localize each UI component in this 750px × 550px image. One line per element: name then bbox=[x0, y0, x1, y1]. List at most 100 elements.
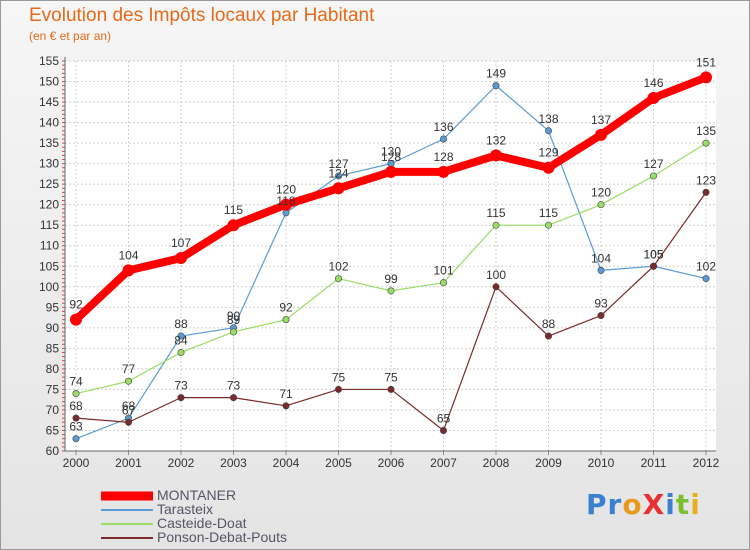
x-tick-label: 2003 bbox=[220, 456, 247, 470]
data-point-ponson-debat-pouts bbox=[72, 414, 80, 422]
data-label-casteide-doat: 101 bbox=[433, 264, 453, 278]
y-tick-label: 140 bbox=[39, 116, 59, 130]
axis-layer: 60 65 70 75 80 85 90 95 100 105 110 115 120 125 130 135… bbox=[39, 54, 720, 470]
legend-swatch-ponson-debat-pouts bbox=[101, 537, 153, 539]
y-tick-label: 95 bbox=[46, 300, 60, 314]
data-point-montaner bbox=[227, 219, 240, 232]
data-point-tarasteix bbox=[597, 266, 605, 274]
data-label-tarasteix: 138 bbox=[538, 112, 558, 126]
data-label-casteide-doat: 89 bbox=[227, 313, 241, 327]
legend-item-ponson-debat-pouts[interactable]: Ponson-Debat-Pouts bbox=[101, 529, 401, 546]
data-point-casteide-doat bbox=[125, 377, 133, 385]
y-tick-label: 115 bbox=[40, 218, 59, 232]
x-tick-label: 2004 bbox=[273, 456, 300, 470]
x-tick-label: 2011 bbox=[641, 456, 667, 470]
data-label-casteide-doat: 120 bbox=[591, 186, 611, 200]
data-label-tarasteix: 127 bbox=[328, 157, 348, 171]
data-label-layer: 63 68 88 90 118 127 130 136 149 138 104 105 102 74 77 8… bbox=[69, 55, 716, 433]
data-point-montaner bbox=[700, 71, 712, 84]
y-tick-label: 65 bbox=[46, 423, 60, 437]
data-point-montaner bbox=[647, 91, 660, 104]
data-label-ponson-debat-pouts: 123 bbox=[696, 173, 716, 187]
legend-item-tarasteix[interactable]: Tarasteix bbox=[101, 501, 401, 518]
data-label-casteide-doat: 77 bbox=[122, 362, 136, 376]
y-tick-label: 125 bbox=[39, 177, 59, 191]
data-label-ponson-debat-pouts: 73 bbox=[227, 379, 241, 393]
data-point-montaner bbox=[175, 252, 187, 265]
x-tick-label: 2000 bbox=[63, 456, 90, 470]
logo-letter: i bbox=[665, 488, 676, 521]
logo-letter: r bbox=[607, 488, 623, 521]
data-label-casteide-doat: 115 bbox=[486, 206, 505, 220]
data-label-montaner: 120 bbox=[276, 183, 296, 197]
y-tick-label: 130 bbox=[39, 157, 59, 171]
data-point-montaner bbox=[595, 128, 607, 141]
data-label-montaner: 115 bbox=[224, 203, 243, 217]
logo-letter: t bbox=[675, 488, 691, 521]
data-label-ponson-debat-pouts: 67 bbox=[122, 403, 136, 417]
chart-title: Evolution des Impôts locaux par Habitant bbox=[29, 5, 375, 26]
data-point-montaner bbox=[437, 165, 450, 178]
data-point-tarasteix bbox=[177, 332, 185, 340]
data-label-montaner: 107 bbox=[171, 236, 191, 250]
logo-letter: i bbox=[690, 488, 701, 521]
data-point-ponson-debat-pouts bbox=[387, 385, 395, 393]
data-point-ponson-debat-pouts bbox=[439, 426, 447, 434]
data-point-casteide-doat bbox=[597, 201, 605, 209]
legend-item-montaner[interactable]: MONTANER bbox=[101, 487, 401, 504]
legend-label-casteide-doat: Casteide-Doat bbox=[157, 515, 247, 531]
data-label-ponson-debat-pouts: 75 bbox=[332, 370, 346, 384]
data-point-ponson-debat-pouts bbox=[544, 332, 552, 340]
data-point-ponson-debat-pouts bbox=[230, 394, 238, 402]
legend-swatch-tarasteix bbox=[101, 509, 153, 511]
data-label-ponson-debat-pouts: 93 bbox=[594, 297, 608, 311]
data-label-tarasteix: 130 bbox=[381, 145, 401, 159]
data-label-ponson-debat-pouts: 65 bbox=[437, 411, 451, 425]
y-tick-label: 120 bbox=[39, 198, 59, 212]
data-point-ponson-debat-pouts bbox=[597, 312, 605, 320]
legend-swatch-casteide-doat bbox=[101, 523, 153, 525]
data-label-ponson-debat-pouts: 73 bbox=[174, 379, 188, 393]
legend-swatch-montaner bbox=[101, 491, 153, 501]
data-point-casteide-doat bbox=[334, 275, 342, 283]
data-point-tarasteix bbox=[492, 82, 500, 90]
data-point-casteide-doat bbox=[230, 328, 238, 336]
data-label-casteide-doat: 135 bbox=[696, 124, 716, 138]
data-label-montaner: 104 bbox=[118, 248, 138, 262]
data-label-montaner: 151 bbox=[696, 55, 716, 69]
data-point-montaner bbox=[332, 182, 345, 195]
data-point-ponson-debat-pouts bbox=[649, 262, 657, 270]
data-point-casteide-doat bbox=[72, 390, 80, 398]
data-label-ponson-debat-pouts: 105 bbox=[643, 247, 663, 261]
data-label-ponson-debat-pouts: 88 bbox=[542, 317, 556, 331]
legend-label-ponson-debat-pouts: Ponson-Debat-Pouts bbox=[157, 529, 287, 545]
data-label-tarasteix: 102 bbox=[696, 260, 716, 274]
data-label-tarasteix: 68 bbox=[122, 399, 136, 413]
logo-letter: P bbox=[586, 488, 608, 521]
data-label-tarasteix: 63 bbox=[69, 420, 83, 434]
y-tick-label: 110 bbox=[40, 239, 59, 253]
data-point-montaner bbox=[385, 165, 397, 178]
data-point-montaner bbox=[542, 161, 555, 174]
data-label-montaner: 146 bbox=[643, 76, 663, 90]
data-label-montaner: 92 bbox=[69, 298, 83, 312]
data-label-casteide-doat: 84 bbox=[174, 333, 188, 347]
x-tick-label: 2005 bbox=[325, 456, 352, 470]
data-point-casteide-doat bbox=[387, 287, 395, 295]
data-point-tarasteix bbox=[439, 135, 447, 143]
data-point-casteide-doat bbox=[702, 139, 710, 147]
y-tick-label: 145 bbox=[39, 95, 59, 109]
data-label-ponson-debat-pouts: 75 bbox=[384, 370, 398, 384]
y-tick-label: 80 bbox=[46, 362, 60, 376]
legend-item-casteide-doat[interactable]: Casteide-Doat bbox=[101, 515, 401, 532]
y-tick-label: 85 bbox=[46, 341, 60, 355]
y-tick-label: 75 bbox=[46, 382, 60, 396]
x-tick-label: 2007 bbox=[430, 456, 457, 470]
y-tick-label: 70 bbox=[46, 403, 60, 417]
data-label-casteide-doat: 115 bbox=[539, 206, 558, 220]
series-layer bbox=[70, 71, 712, 443]
data-label-casteide-doat: 127 bbox=[643, 157, 663, 171]
data-point-casteide-doat bbox=[439, 279, 447, 287]
data-label-montaner: 128 bbox=[381, 150, 401, 164]
